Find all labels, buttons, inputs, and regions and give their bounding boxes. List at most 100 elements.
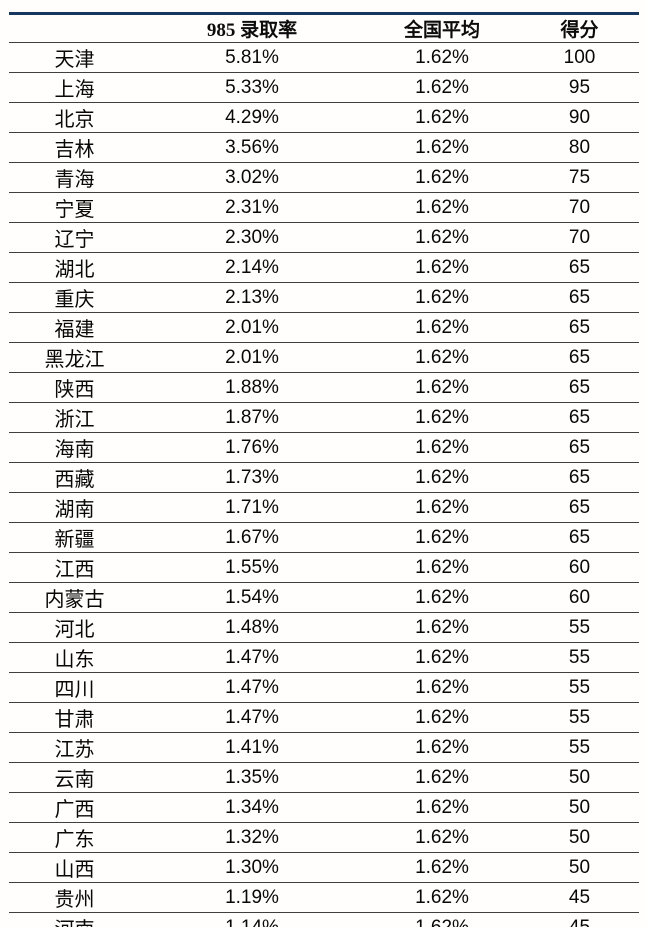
rate-985-cell: 1.14%	[140, 912, 364, 927]
province-cell: 江苏	[9, 732, 140, 763]
rate-985-cell: 4.29%	[140, 102, 364, 133]
province-cell: 江西	[9, 552, 140, 583]
national-average-cell: 1.62%	[364, 852, 520, 883]
national-average-cell: 1.62%	[364, 342, 520, 373]
national-average-cell: 1.62%	[364, 42, 520, 73]
national-average-cell: 1.62%	[364, 582, 520, 613]
rate-985-cell: 2.31%	[140, 192, 364, 223]
national-average-cell: 1.62%	[364, 912, 520, 927]
province-cell: 山东	[9, 642, 140, 673]
rate-985-cell: 2.01%	[140, 342, 364, 373]
national-average-cell: 1.62%	[364, 612, 520, 643]
rate-985-cell: 1.34%	[140, 792, 364, 823]
rate-985-cell: 1.48%	[140, 612, 364, 643]
national-average-cell: 1.62%	[364, 192, 520, 223]
national-average-cell: 1.62%	[364, 672, 520, 703]
province-cell: 青海	[9, 162, 140, 193]
header-score: 得分	[520, 13, 639, 43]
province-cell: 贵州	[9, 882, 140, 913]
national-average-cell: 1.62%	[364, 222, 520, 253]
score-cell: 90	[520, 102, 639, 133]
rate-985-cell: 1.71%	[140, 492, 364, 523]
province-cell: 河北	[9, 612, 140, 643]
admission-rate-table: 985 录取率 全国平均 得分 天津 5.81% 1.62% 100 上海 5.33% 1.…	[9, 12, 639, 927]
score-cell: 55	[520, 612, 639, 643]
score-cell: 55	[520, 732, 639, 763]
national-average-cell: 1.62%	[364, 552, 520, 583]
score-cell: 65	[520, 432, 639, 463]
rate-985-cell: 1.73%	[140, 462, 364, 493]
province-cell: 广东	[9, 822, 140, 853]
province-cell: 四川	[9, 672, 140, 703]
table-row: 山东 1.47% 1.62% 55	[9, 642, 639, 673]
table-row: 福建 2.01% 1.62% 65	[9, 312, 639, 343]
province-cell: 黑龙江	[9, 342, 140, 373]
table-row: 河南1.14%1.62%45	[9, 912, 639, 927]
score-cell: 50	[520, 852, 639, 883]
rate-985-cell: 1.76%	[140, 432, 364, 463]
province-cell: 湖南	[9, 492, 140, 523]
table-row: 西藏 1.73% 1.62% 65	[9, 462, 639, 493]
national-average-cell: 1.62%	[364, 462, 520, 493]
province-cell: 重庆	[9, 282, 140, 313]
rate-985-cell: 1.88%	[140, 372, 364, 403]
rate-985-cell: 1.35%	[140, 762, 364, 793]
province-cell: 福建	[9, 312, 140, 343]
province-cell: 北京	[9, 102, 140, 133]
score-cell: 60	[520, 582, 639, 613]
national-average-cell: 1.62%	[364, 762, 520, 793]
table-row: 江苏 1.41% 1.62% 55	[9, 732, 639, 763]
score-cell: 65	[520, 462, 639, 493]
national-average-cell: 1.62%	[364, 432, 520, 463]
score-cell: 100	[520, 42, 639, 73]
province-cell: 宁夏	[9, 192, 140, 223]
national-average-cell: 1.62%	[364, 702, 520, 733]
header-province-blank	[9, 13, 140, 43]
score-cell: 45	[520, 912, 639, 927]
rate-985-cell: 1.55%	[140, 552, 364, 583]
province-cell: 湖北	[9, 252, 140, 283]
rate-985-cell: 1.47%	[140, 702, 364, 733]
score-cell: 65	[520, 522, 639, 553]
table-row: 新疆 1.67% 1.62% 65	[9, 522, 639, 553]
table-row: 陕西 1.88% 1.62% 65	[9, 372, 639, 403]
score-cell: 70	[520, 192, 639, 223]
rate-985-cell: 1.32%	[140, 822, 364, 853]
table-row: 广西 1.34% 1.62% 50	[9, 792, 639, 823]
header-national-average: 全国平均	[364, 13, 520, 43]
rate-985-cell: 2.30%	[140, 222, 364, 253]
national-average-cell: 1.62%	[364, 102, 520, 133]
province-cell: 上海	[9, 72, 140, 103]
rate-985-cell: 3.02%	[140, 162, 364, 193]
rate-985-cell: 2.13%	[140, 282, 364, 313]
table-row: 吉林 3.56% 1.62% 80	[9, 132, 639, 163]
score-cell: 80	[520, 132, 639, 163]
province-cell: 云南	[9, 762, 140, 793]
table-row: 甘肃 1.47% 1.62% 55	[9, 702, 639, 733]
table-row: 重庆 2.13% 1.62% 65	[9, 282, 639, 313]
table-row: 青海 3.02% 1.62% 75	[9, 162, 639, 193]
table-row: 山西 1.30% 1.62% 50	[9, 852, 639, 883]
province-cell: 吉林	[9, 132, 140, 163]
table-row: 河北 1.48% 1.62% 55	[9, 612, 639, 643]
table-row: 上海 5.33% 1.62% 95	[9, 72, 639, 103]
score-cell: 50	[520, 792, 639, 823]
table-row: 宁夏 2.31% 1.62% 70	[9, 192, 639, 223]
national-average-cell: 1.62%	[364, 642, 520, 673]
national-average-cell: 1.62%	[364, 882, 520, 913]
score-cell: 55	[520, 702, 639, 733]
table-row: 海南 1.76% 1.62% 65	[9, 432, 639, 463]
rate-985-cell: 1.19%	[140, 882, 364, 913]
table-row: 贵州 1.19% 1.62% 45	[9, 882, 639, 913]
national-average-cell: 1.62%	[364, 72, 520, 103]
province-cell: 海南	[9, 432, 140, 463]
rate-985-cell: 1.67%	[140, 522, 364, 553]
score-cell: 50	[520, 762, 639, 793]
national-average-cell: 1.62%	[364, 792, 520, 823]
score-cell: 60	[520, 552, 639, 583]
province-cell: 内蒙古	[9, 582, 140, 613]
score-cell: 95	[520, 72, 639, 103]
score-cell: 45	[520, 882, 639, 913]
